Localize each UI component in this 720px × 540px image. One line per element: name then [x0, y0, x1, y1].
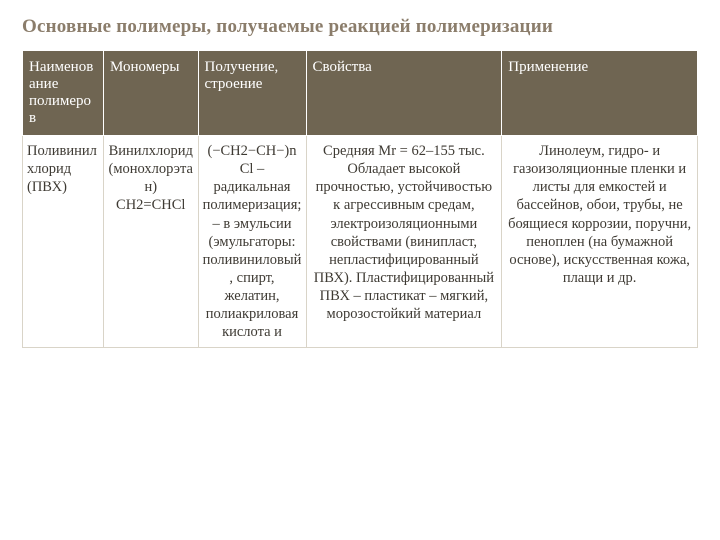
- table-header-row: Наименование полимеров Мономеры Получени…: [23, 51, 698, 136]
- cell-properties: Средняя Мr = 62–155 тыс. Обладает высоко…: [306, 136, 502, 348]
- cell-name: Поливинилхлорид (ПВХ): [23, 136, 104, 348]
- slide: { "title": "Основные полимеры, получаемы…: [0, 0, 720, 540]
- cell-application: Линолеум, гидро- и газоизоляционные плен…: [502, 136, 698, 348]
- cell-monomers: Винилхлорид (монохлорэтан) СН2=СНCl: [104, 136, 199, 348]
- cell-structure: (−СН2−СН−)n Cl – радикальная полимеризац…: [198, 136, 306, 348]
- header-structure: Получение, строение: [198, 51, 306, 136]
- header-monomers: Мономеры: [104, 51, 199, 136]
- header-name: Наименование полимеров: [23, 51, 104, 136]
- page-title: Основные полимеры, получаемые реакцией п…: [22, 16, 698, 38]
- table-row: Поливинилхлорид (ПВХ) Винилхлорид (монох…: [23, 136, 698, 348]
- polymers-table: Наименование полимеров Мономеры Получени…: [22, 50, 698, 348]
- header-properties: Свойства: [306, 51, 502, 136]
- header-application: Применение: [502, 51, 698, 136]
